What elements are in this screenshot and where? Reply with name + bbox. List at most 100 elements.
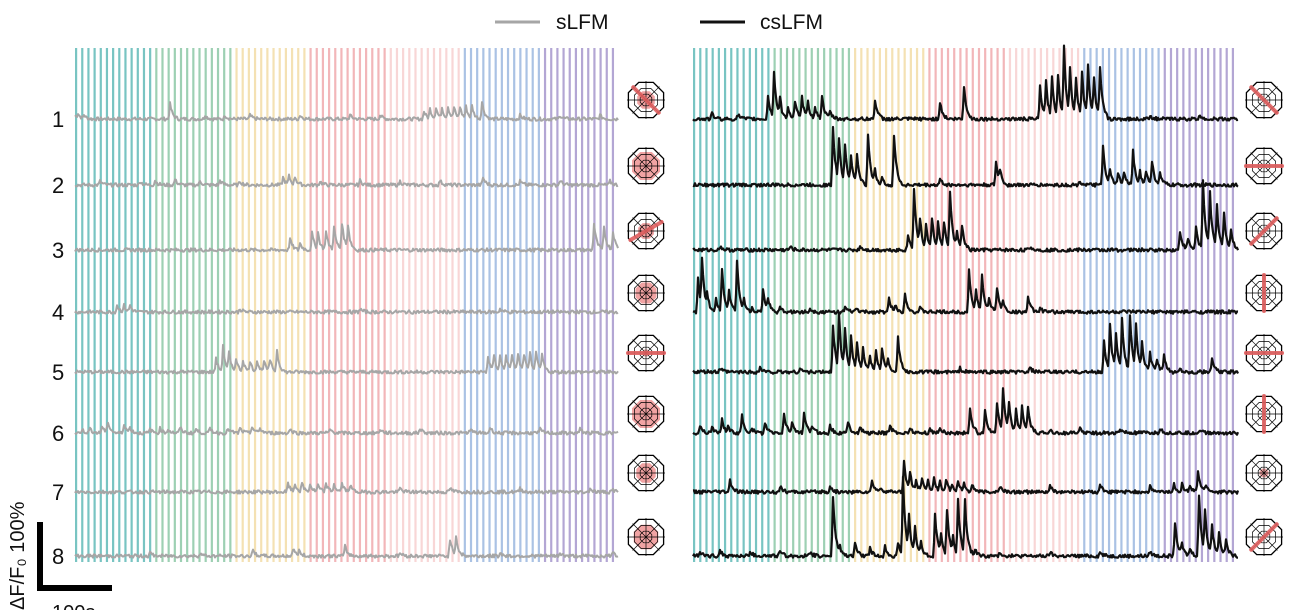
stimulus-bar-cslfm — [1132, 48, 1135, 562]
stimulus-bar-cslfm — [1015, 48, 1018, 562]
stimulus-bar-cslfm — [915, 48, 919, 562]
polar-plot-slfm-row-4 — [627, 274, 665, 312]
stimulus-bar-cslfm — [754, 48, 758, 562]
stimulus-bar-slfm — [118, 48, 121, 562]
stimulus-bar-cslfm — [1157, 48, 1160, 562]
stimulus-bar-cslfm — [1101, 48, 1104, 562]
legend: sLFM csLFM — [495, 11, 823, 34]
trace-cslfm-row-2 — [692, 125, 1239, 188]
stimulus-bar-cslfm — [1046, 48, 1049, 562]
stimulus-bar-cslfm — [1231, 48, 1235, 562]
stimulus-bar-slfm — [365, 48, 368, 562]
stimulus-bar-cslfm — [1176, 48, 1179, 562]
polar-plot-slfm-row-8 — [627, 518, 665, 556]
stimulus-bar-slfm — [402, 48, 405, 562]
legend-label-cslfm: csLFM — [760, 11, 823, 34]
stimulus-bar-slfm — [550, 48, 553, 562]
polar-plots-slfm — [625, 81, 667, 556]
stimulus-bar-cslfm — [854, 48, 857, 562]
stimulus-bar-slfm — [105, 48, 109, 562]
trace-cslfm-row-8 — [692, 475, 1239, 559]
stimulus-bar-slfm — [494, 48, 497, 562]
stimulus-bar-cslfm — [847, 48, 851, 562]
row-label-8: 8 — [52, 544, 64, 569]
stimulus-bar-cslfm — [736, 48, 739, 562]
stimulus-bar-cslfm — [742, 48, 745, 562]
stimulus-bar-cslfm — [1126, 48, 1129, 562]
stimulus-bar-cslfm — [953, 48, 956, 562]
stimulus-bar-cslfm — [1114, 48, 1117, 562]
stimulus-bar-cslfm — [866, 48, 869, 562]
stimulus-bar-slfm — [284, 48, 287, 562]
stimulus-bar-slfm — [75, 48, 78, 562]
stimulus-bar-slfm — [272, 48, 275, 562]
row-label-3: 3 — [52, 238, 64, 263]
stimulus-bar-cslfm — [1151, 48, 1154, 562]
stimulus-bar-slfm — [136, 48, 139, 562]
stimulus-bar-slfm — [457, 48, 460, 562]
stimulus-bar-cslfm — [717, 48, 720, 562]
stimulus-bar-slfm — [451, 48, 454, 562]
stimulus-bar-cslfm — [792, 48, 795, 562]
stimulus-bar-cslfm — [1039, 48, 1043, 562]
polar-plot-cslfm-row-2 — [1243, 147, 1285, 185]
stimulus-bar-cslfm — [1058, 48, 1061, 562]
stimulus-bar-slfm — [377, 48, 380, 562]
stimulus-bar-cslfm — [767, 48, 770, 562]
stimulus-bar-slfm — [420, 48, 423, 562]
row-label-6: 6 — [52, 421, 64, 446]
stimulus-bar-cslfm — [996, 48, 999, 562]
stimulus-bar-cslfm — [748, 48, 751, 562]
trace-slfm-row-2 — [74, 173, 619, 188]
stimulus-bar-slfm — [537, 48, 540, 562]
stimulus-bar-slfm — [247, 48, 250, 562]
stimulus-bar-cslfm — [1213, 48, 1216, 562]
stimulus-bar-slfm — [340, 48, 343, 562]
stimulus-bar-slfm — [130, 48, 133, 562]
stimulus-bar-slfm — [611, 48, 615, 562]
stimulus-bar-cslfm — [816, 48, 820, 562]
stimulus-bar-slfm — [513, 48, 516, 562]
stimulus-bar-slfm — [321, 48, 325, 562]
trace-slfm-row-8 — [74, 535, 619, 559]
stimulus-bar-cslfm — [1194, 48, 1197, 562]
trace-cslfm-row-7 — [692, 459, 1240, 495]
stimulus-bar-slfm — [278, 48, 281, 562]
stimulus-bar-cslfm — [1145, 48, 1148, 562]
row-label-1: 1 — [52, 107, 64, 132]
stimulus-bar-cslfm — [897, 48, 900, 562]
stimulus-bar-slfm — [599, 48, 602, 562]
stimulus-bar-cslfm — [1021, 48, 1024, 562]
stimulus-bar-slfm — [210, 48, 213, 562]
stimulus-bar-cslfm — [1188, 48, 1191, 562]
stimulus-bar-slfm — [531, 48, 534, 562]
stimulus-bar-slfm — [476, 48, 479, 562]
stimulus-bar-slfm — [223, 48, 226, 562]
stimulus-bar-cslfm — [959, 48, 962, 562]
stimulus-bar-cslfm — [1095, 48, 1098, 562]
trace-slfm-row-3 — [74, 222, 619, 253]
stimulus-bar-slfm — [500, 48, 503, 562]
polar-plot-slfm-row-6 — [627, 395, 665, 433]
stimulus-bar-slfm — [358, 48, 362, 562]
trace-slfm-row-4 — [74, 302, 619, 315]
stimulus-bar-cslfm — [779, 48, 782, 562]
stimulus-bar-slfm — [445, 48, 448, 562]
stimulus-bar-slfm — [556, 48, 559, 562]
stimulus-bar-cslfm — [1120, 48, 1123, 562]
stimulus-bar-slfm — [192, 48, 195, 562]
polar-plot-slfm-row-3 — [627, 212, 665, 250]
polar-plot-slfm-row-5 — [625, 334, 667, 372]
stimulus-bar-slfm — [605, 48, 608, 562]
stimulus-bar-slfm — [149, 48, 152, 562]
polar-plot-cslfm-row-8 — [1245, 518, 1283, 556]
stimulus-bar-slfm — [408, 48, 411, 562]
stimulus-bar-slfm — [463, 48, 466, 562]
row-label-4: 4 — [52, 300, 64, 325]
trace-cslfm-row-6 — [692, 387, 1240, 436]
stimulus-bar-slfm — [574, 48, 578, 562]
stimulus-bar-slfm — [580, 48, 584, 562]
polar-plot-slfm-row-1 — [627, 81, 665, 119]
stimulus-bar-cslfm — [860, 48, 863, 562]
stimulus-bar-slfm — [593, 48, 596, 562]
